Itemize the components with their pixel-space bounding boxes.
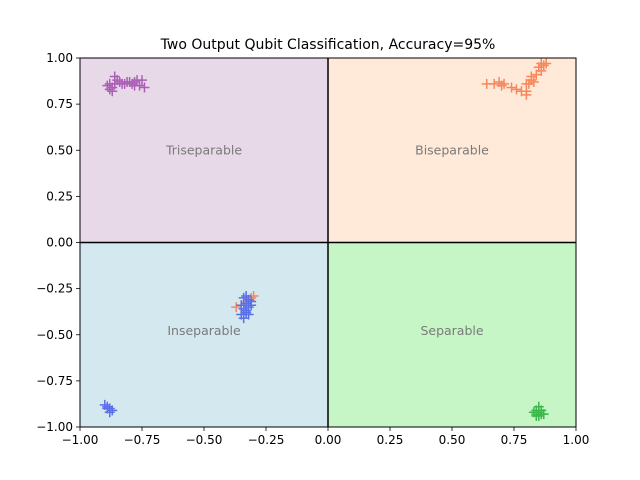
region-separable <box>328 242 576 427</box>
data-point <box>238 292 249 303</box>
data-point <box>489 78 500 89</box>
data-point <box>246 296 257 307</box>
data-point <box>538 409 549 420</box>
region-label-biseparable: Biseparable <box>415 142 489 157</box>
y-tick-label: 0.75 <box>46 97 73 111</box>
data-point <box>102 80 113 91</box>
y-tick-label: 0.50 <box>46 143 73 157</box>
data-point <box>541 58 552 69</box>
data-point <box>134 80 145 91</box>
y-tick-label: −0.75 <box>36 374 73 388</box>
region-label-triseparable: Triseparable <box>165 142 242 157</box>
data-point <box>104 407 115 418</box>
x-tick-label: 1.00 <box>563 433 590 447</box>
data-point <box>528 76 539 87</box>
data-point <box>521 78 532 89</box>
data-point <box>104 78 115 89</box>
region-label-separable: Separable <box>420 323 483 338</box>
y-tick-label: −0.50 <box>36 328 73 342</box>
data-point <box>231 302 242 313</box>
data-point <box>496 80 507 91</box>
data-point <box>139 82 150 93</box>
data-point <box>137 75 147 86</box>
data-point <box>499 78 510 89</box>
data-point <box>511 84 522 95</box>
dividers-layer <box>80 58 576 427</box>
data-point <box>243 309 254 320</box>
region-label-inseparable: Inseparable <box>167 323 241 338</box>
data-point <box>506 82 517 93</box>
data-point <box>538 60 549 71</box>
data-point <box>236 300 247 311</box>
y-tick-label: −1.00 <box>36 420 73 434</box>
x-tick-label: −1.00 <box>62 433 99 447</box>
chart-title: Two Output Qubit Classification, Accurac… <box>160 37 496 53</box>
data-point <box>109 71 120 82</box>
data-point <box>241 291 252 302</box>
data-point <box>102 401 113 412</box>
data-point <box>526 71 537 82</box>
points-layer <box>99 58 552 421</box>
x-tick-label: 0.00 <box>315 433 342 447</box>
regions-layer: Triseparable Biseparable Inseparable Separa… <box>80 58 576 427</box>
y-tick-label: 0.00 <box>46 236 73 250</box>
region-inseparable <box>80 242 328 427</box>
x-tick-label: 0.75 <box>501 433 528 447</box>
x-tick-label: −0.75 <box>124 433 161 447</box>
data-point <box>107 86 118 97</box>
ticks-layer: −1.00 −0.75 −0.50 −0.25 0.00 0.25 0.50 0.75 1.00… <box>36 51 589 447</box>
region-biseparable <box>328 58 576 243</box>
data-point <box>124 76 135 87</box>
region-triseparable <box>80 58 328 243</box>
x-tick-label: −0.25 <box>248 433 285 447</box>
data-point <box>533 410 544 421</box>
x-tick-label: 0.25 <box>377 433 404 447</box>
x-tick-label: 0.50 <box>439 433 466 447</box>
data-point <box>536 65 547 76</box>
y-tick-label: −0.25 <box>36 282 73 296</box>
x-tick-label: −0.50 <box>186 433 223 447</box>
y-tick-label: 1.00 <box>46 51 73 65</box>
y-tick-label: 0.25 <box>46 189 73 203</box>
